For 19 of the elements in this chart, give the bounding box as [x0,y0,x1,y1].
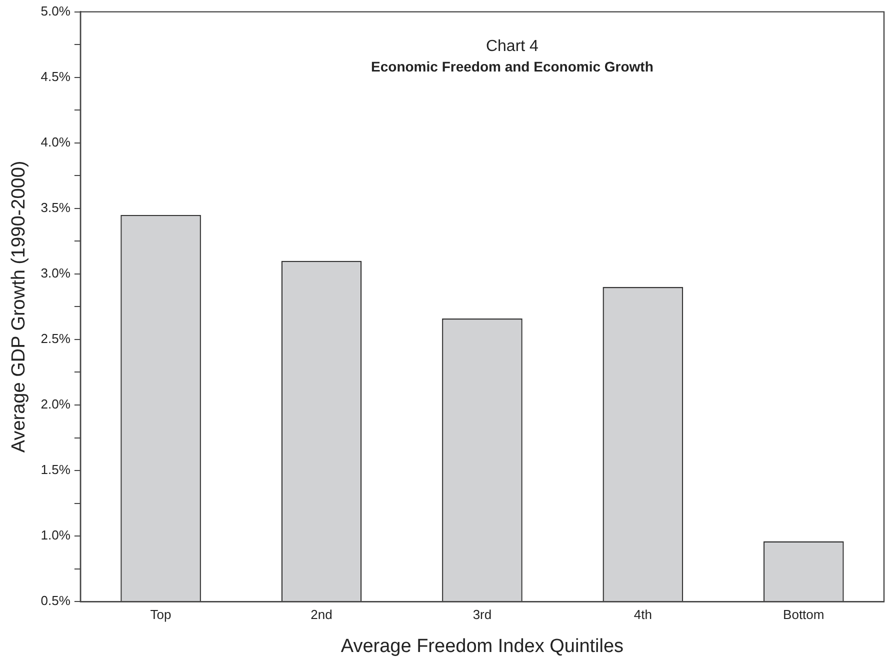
y-tick-label: 2.0% [40,396,71,412]
x-tick-label: Bottom [783,606,824,622]
x-tick-label: 4th [634,606,652,622]
x-axis-title: Average Freedom Index Quintiles [340,636,624,657]
y-tick-label: 0.5% [40,593,71,608]
text: Chart 4 [486,38,539,56]
x-tick-label: 3rd [472,606,492,622]
y-tick-label: 5.0% [40,3,71,18]
y-tick-label: 2.5% [40,331,71,346]
y-tick-label: 4.0% [40,134,71,150]
y-tick-label: 4.5% [40,68,71,84]
x-tick-label: 2nd [310,606,332,622]
text: Economic Freedom and Economic Growth [371,58,654,75]
y-axis-title: Average GDP Growth (1990-2000) [8,160,30,453]
y-tick-label: 3.5% [40,200,71,215]
y-tick-label: 3.0% [40,266,71,281]
y-tick-label: 1.0% [40,528,71,543]
y-tick-label: 1.5% [40,462,71,478]
x-tick-label: Top [150,606,172,622]
